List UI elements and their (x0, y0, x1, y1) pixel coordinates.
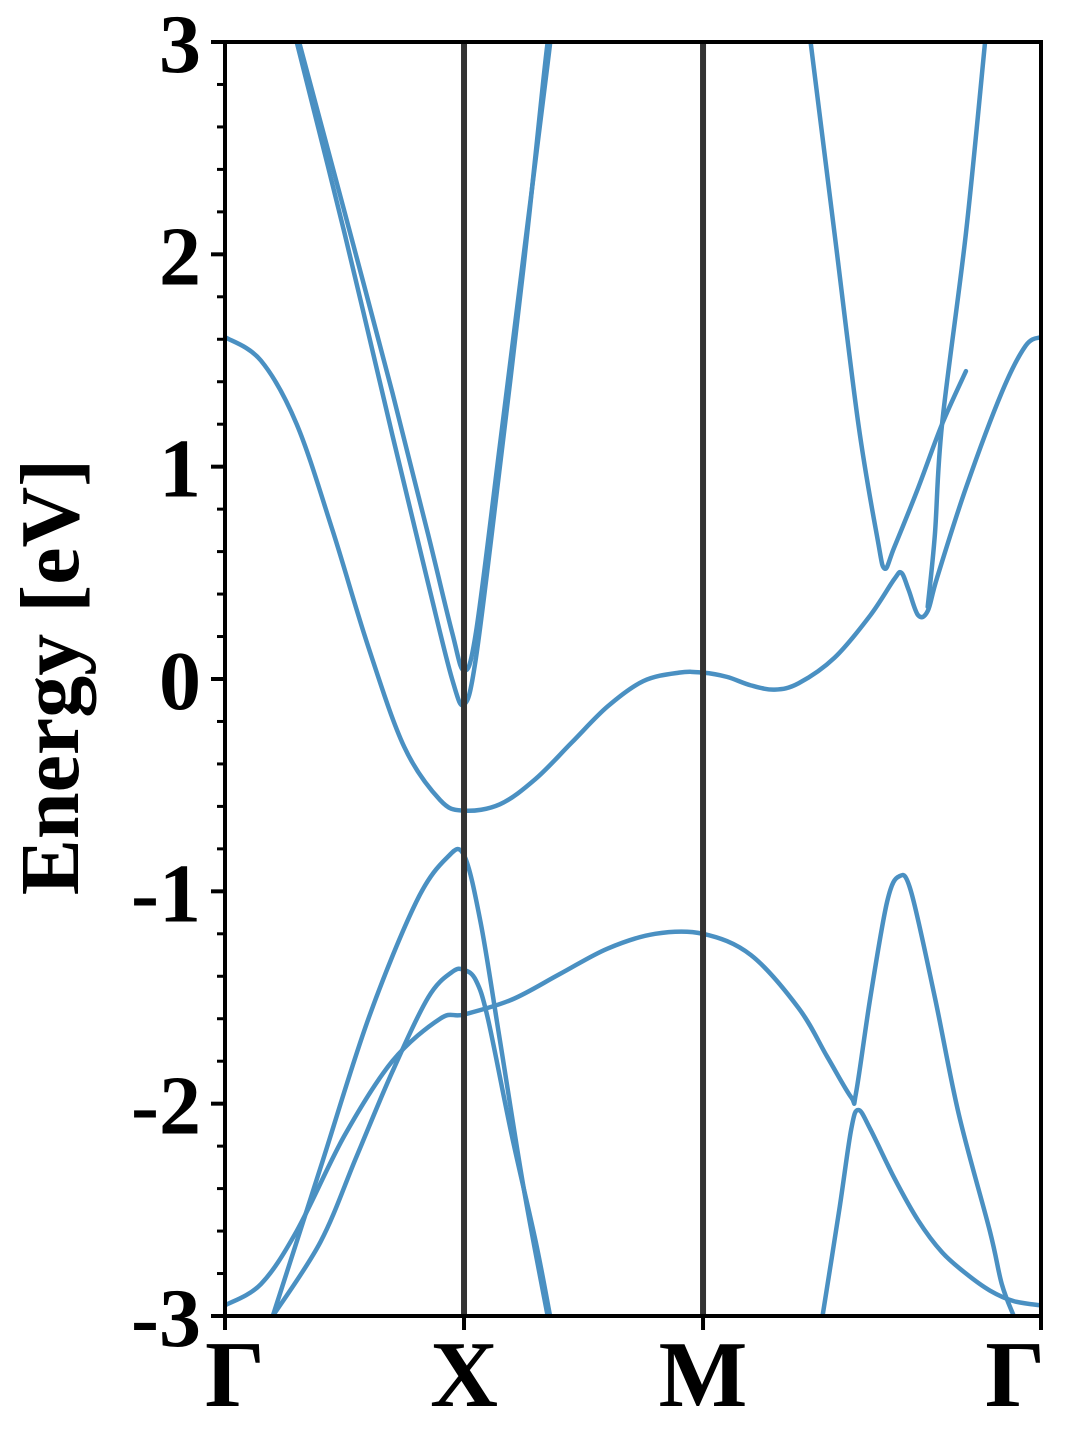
band-line-9 (925, 42, 988, 610)
high-symmetry-lines (461, 42, 707, 1316)
y-tick-label: 0 (159, 635, 201, 728)
y-tick-label: -2 (131, 1060, 201, 1153)
bands-layer (225, 42, 1041, 1316)
x-tick-label: Γ (985, 1323, 1045, 1427)
plot-frame (223, 40, 1043, 1318)
band-line-8 (808, 42, 969, 571)
y-tick-label: -1 (131, 847, 201, 940)
band-line-6 (225, 872, 1016, 1316)
band-line-5 (270, 966, 553, 1316)
band-line-1 (225, 334, 1041, 814)
x-tick-label: M (659, 1323, 748, 1427)
y-tick-label: -3 (131, 1272, 201, 1365)
y-tick-label: 1 (159, 423, 201, 516)
band-line-3 (294, 42, 550, 708)
y-tick-label: 3 (159, 0, 201, 91)
band-line-7 (820, 1107, 1041, 1316)
x-tick-label: Γ (205, 1323, 265, 1427)
y-tick-label: 2 (159, 210, 201, 303)
axes-frame (223, 40, 1043, 1318)
y-ticks: -3 -2 -1 0 1 2 3 (131, 0, 225, 1365)
y-axis-label: Energy [eV] (4, 459, 97, 895)
x-tick-label: X (430, 1323, 498, 1427)
band-line-4 (270, 846, 550, 1316)
